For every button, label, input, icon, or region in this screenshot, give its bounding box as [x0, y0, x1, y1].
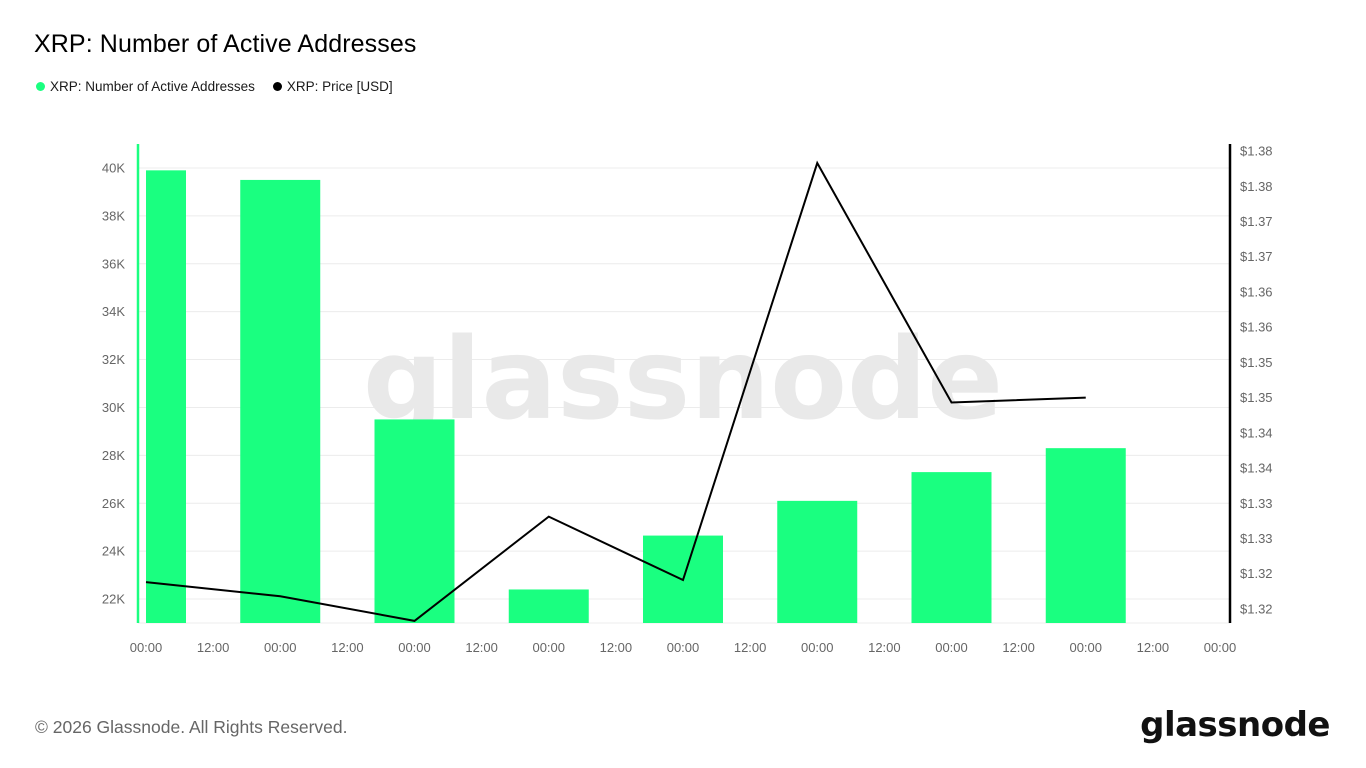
- right-axis-tick-label: $1.37: [1240, 214, 1273, 229]
- price-line[interactable]: [145, 160, 1086, 622]
- left-axis-tick-label: 24K: [102, 544, 125, 559]
- legend-label-price: XRP: Price [USD]: [286, 79, 393, 94]
- legend-item-price[interactable]: XRP: Price [USD]: [272, 79, 393, 94]
- right-axis-tick-label: $1.37: [1240, 249, 1273, 264]
- right-axis-tick-label: $1.35: [1240, 355, 1273, 370]
- chart-legend: XRP: Number of Active Addresses XRP: Pri…: [36, 79, 411, 94]
- left-axis-tick-label: 28K: [102, 448, 125, 463]
- right-axis-tick-label: $1.38: [1240, 179, 1273, 194]
- legend-item-active-addresses[interactable]: XRP: Number of Active Addresses: [36, 79, 255, 94]
- left-axis-tick-label: 22K: [102, 592, 125, 607]
- footer-copyright: © 2026 Glassnode. All Rights Reserved.: [35, 717, 348, 737]
- bar-active-addresses[interactable]: [1045, 448, 1126, 623]
- x-axis-tick-label: 00:00: [801, 640, 834, 655]
- left-axis-tick-label: 34K: [102, 304, 125, 319]
- bar-active-addresses[interactable]: [240, 179, 321, 624]
- right-axis-tick-label: $1.38: [1240, 144, 1273, 159]
- right-axis-tick-label: $1.33: [1240, 496, 1273, 511]
- x-axis-tick-label: 00:00: [398, 640, 431, 655]
- legend-label-active-addresses: XRP: Number of Active Addresses: [50, 79, 255, 94]
- right-axis-tick-label: $1.34: [1240, 461, 1273, 476]
- left-axis-tick-label: 30K: [102, 400, 125, 415]
- legend-dot-active-addresses: [36, 82, 45, 91]
- left-axis-tick-label: 26K: [102, 496, 125, 511]
- x-axis-tick-label: 12:00: [465, 640, 498, 655]
- right-axis-tick-label: $1.32: [1240, 566, 1273, 581]
- left-axis-tick-label: 32K: [102, 352, 125, 367]
- chart-title: XRP: Number of Active Addresses: [34, 30, 417, 58]
- glassnode-logo: glassnode: [1140, 705, 1330, 745]
- right-axis-tick-label: $1.36: [1240, 320, 1273, 335]
- right-axis-tick-label: $1.35: [1240, 390, 1273, 405]
- x-axis-tick-label: 12:00: [600, 640, 633, 655]
- x-axis-tick-label: 12:00: [868, 640, 901, 655]
- right-axis-tick-label: $1.34: [1240, 425, 1273, 440]
- x-axis-tick-label: 00:00: [1204, 640, 1237, 655]
- x-axis-tick-label: 12:00: [1137, 640, 1170, 655]
- left-axis-tick-label: 36K: [102, 256, 125, 271]
- x-axis-tick-label: 00:00: [264, 640, 297, 655]
- legend-dot-price: [272, 82, 282, 91]
- bar-active-addresses[interactable]: [146, 170, 186, 623]
- x-axis-tick-label: 12:00: [1002, 640, 1035, 655]
- x-axis-tick-label: 00:00: [532, 640, 565, 655]
- bar-active-addresses[interactable]: [374, 419, 455, 623]
- x-axis-tick-label: 12:00: [331, 640, 364, 655]
- watermark: glassnode: [363, 315, 1003, 445]
- bar-active-addresses[interactable]: [508, 589, 589, 623]
- right-axis-tick-label: $1.36: [1240, 284, 1273, 299]
- chart-plot: glassnode 22K 24K 26K 28K 30K 32K 34K 36K 38K 40K…: [102, 144, 1273, 655]
- x-axis-tick-label: 12:00: [197, 640, 230, 655]
- x-axis-tick-label: 00:00: [130, 640, 163, 655]
- left-axis-tick-label: 38K: [102, 208, 125, 223]
- x-axis-tick-label: 12:00: [734, 640, 767, 655]
- left-axis-tick-label: 40K: [102, 160, 125, 175]
- x-axis-tick-label: 00:00: [935, 640, 968, 655]
- bar-active-addresses[interactable]: [777, 500, 858, 623]
- x-axis-tick-label: 00:00: [1069, 640, 1102, 655]
- right-axis-tick-label: $1.33: [1240, 531, 1273, 546]
- bar-active-addresses[interactable]: [911, 472, 992, 623]
- x-axis-tick-label: 00:00: [667, 640, 700, 655]
- right-axis-tick-label: $1.32: [1240, 601, 1273, 616]
